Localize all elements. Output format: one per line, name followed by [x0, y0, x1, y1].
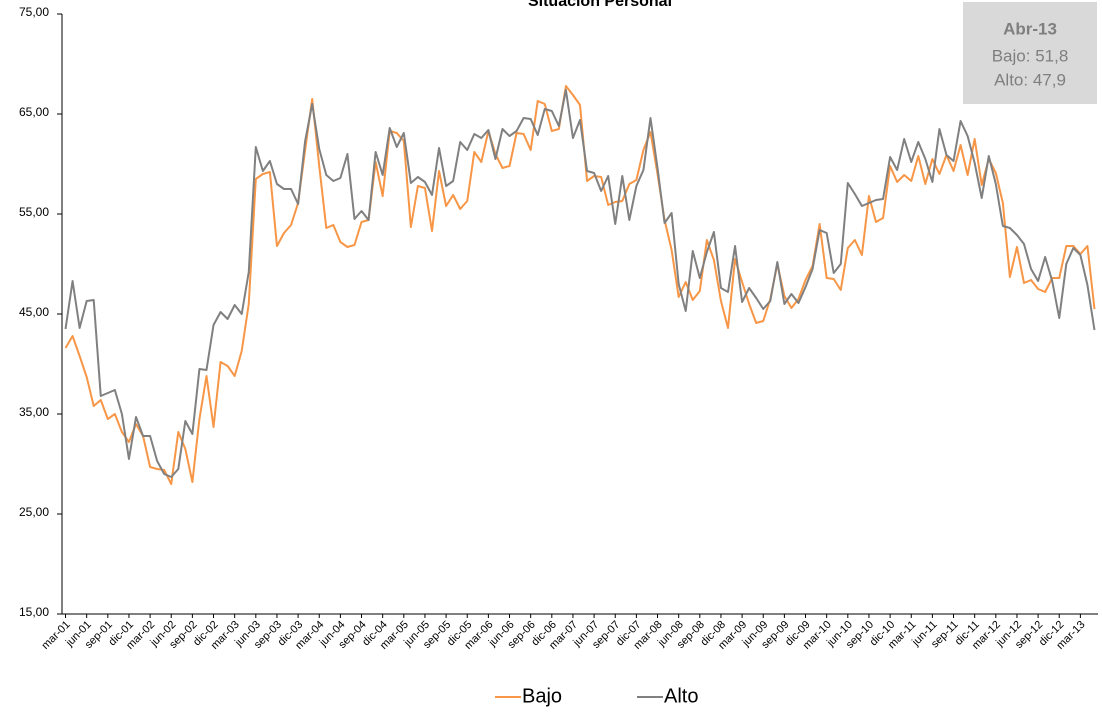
series-line	[64, 85, 1096, 485]
legend-label: Alto	[664, 685, 698, 707]
y-tick-label: 15,00	[19, 605, 49, 619]
y-tick-label: 55,00	[19, 205, 49, 219]
series-line	[64, 89, 1096, 478]
annotation-box	[963, 2, 1097, 104]
annotation-line: Bajo: 51,8	[992, 46, 1069, 65]
y-tick-label: 35,00	[19, 405, 49, 419]
legend-label: Bajo	[522, 685, 562, 707]
annotation-title: Abr-13	[1003, 19, 1057, 38]
chart-title: Situación Personal	[528, 0, 672, 10]
annotation-line: Alto: 47,9	[994, 70, 1066, 89]
y-tick-label: 65,00	[19, 105, 49, 119]
y-tick-label: 45,00	[19, 305, 49, 319]
y-tick-label: 25,00	[19, 505, 49, 519]
y-tick-label: 75,00	[19, 5, 49, 19]
